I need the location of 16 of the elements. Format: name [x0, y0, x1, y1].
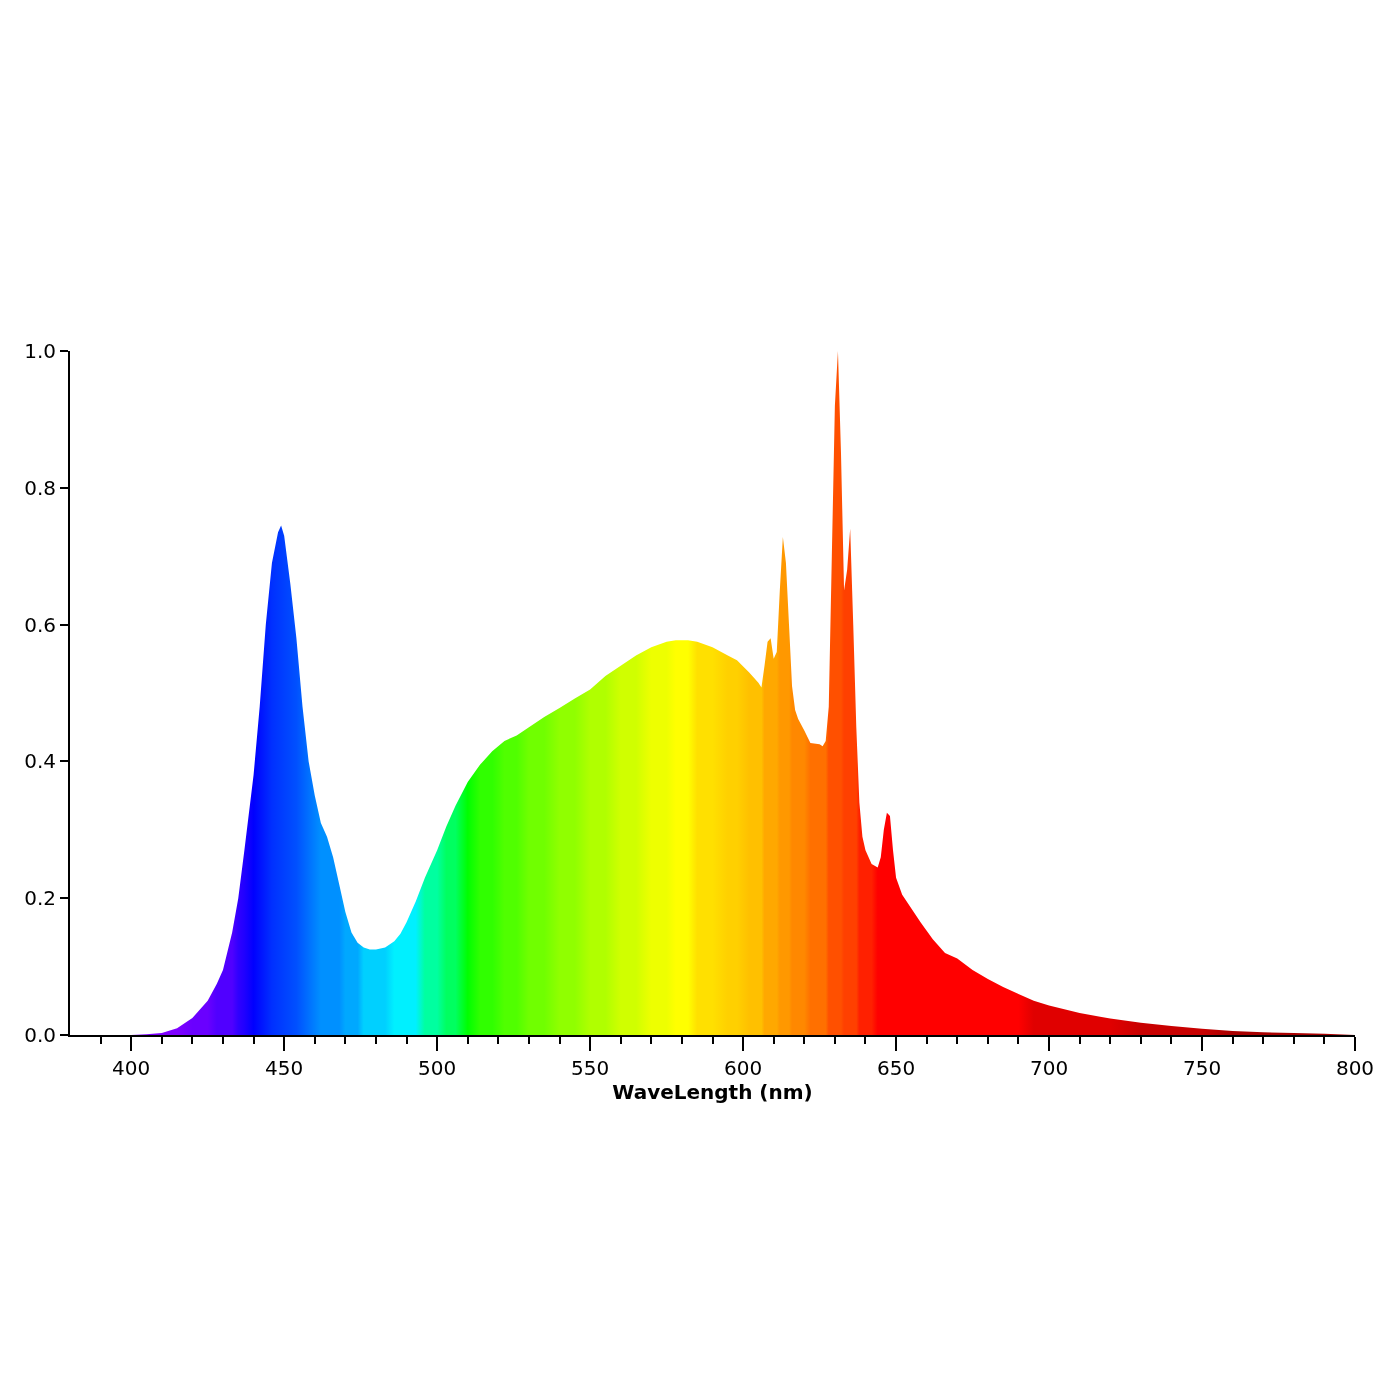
- x-tick-label: 500: [418, 1056, 457, 1080]
- x-tick-label: 450: [265, 1056, 304, 1080]
- x-tick-label: 400: [112, 1056, 151, 1080]
- y-tick-label: 0.8: [24, 475, 56, 500]
- x-tick-label: 750: [1182, 1056, 1222, 1080]
- y-tick-label: 0.6: [24, 612, 56, 637]
- x-axis-title: WaveLength (nm): [612, 1080, 813, 1104]
- y-tick-label: 0.0: [24, 1023, 56, 1047]
- x-tick-label: 650: [876, 1056, 916, 1080]
- y-tick-label: 0.4: [24, 749, 56, 774]
- x-tick-label: 550: [571, 1056, 610, 1080]
- y-tick-label: 0.2: [24, 886, 56, 911]
- y-tick-label: 1.0: [24, 339, 56, 363]
- x-tick-label: 600: [724, 1056, 763, 1080]
- x-tick-label: 800: [1335, 1056, 1375, 1080]
- x-tick-label: 700: [1029, 1056, 1069, 1080]
